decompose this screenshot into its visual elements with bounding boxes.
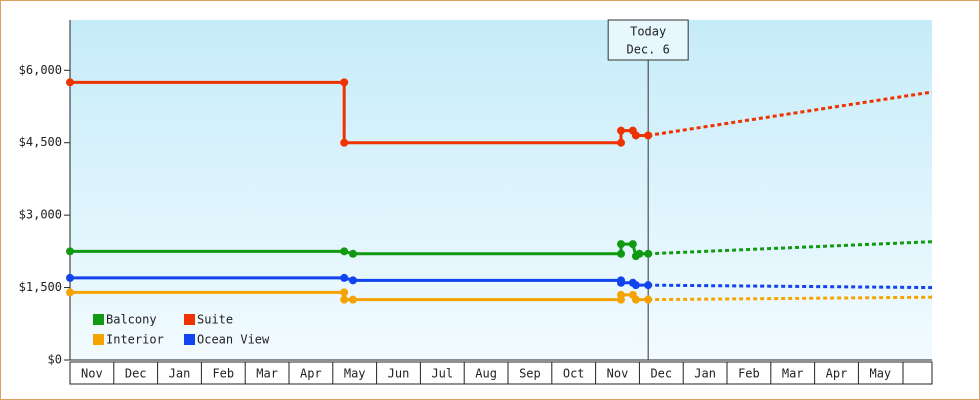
legend-swatch	[184, 314, 195, 325]
legend-label: Suite	[197, 313, 233, 327]
x-tick-label: Nov	[81, 367, 103, 381]
y-tick-label: $6,000	[19, 63, 62, 77]
forecast-line	[648, 283, 933, 290]
point	[66, 273, 74, 282]
forecast-line	[647, 90, 933, 137]
x-tick-label: Dec	[650, 367, 672, 381]
point	[348, 295, 357, 304]
forecast-line	[648, 295, 933, 302]
x-tick-label: Aug	[475, 367, 497, 381]
point	[66, 288, 74, 297]
x-tick-label: Oct	[563, 367, 585, 381]
point	[340, 247, 349, 256]
point	[644, 295, 653, 304]
legend-label: Balcony	[106, 313, 157, 327]
point	[340, 295, 349, 304]
point	[617, 138, 626, 147]
x-tick-label: May	[344, 367, 366, 381]
point	[348, 249, 357, 258]
point	[628, 240, 637, 249]
point	[340, 273, 349, 282]
x-tick-label: Jan	[694, 367, 716, 381]
y-tick-label: $4,500	[19, 135, 62, 149]
point	[66, 78, 74, 87]
point	[617, 249, 626, 258]
y-tick-label: $1,500	[19, 280, 62, 294]
x-tick-label: Apr	[300, 367, 322, 381]
point	[631, 131, 640, 140]
x-tick-label: Nov	[607, 367, 629, 381]
annotation-text: Today	[630, 25, 666, 39]
x-tick-label: Sep	[519, 367, 541, 381]
y-tick-label: $3,000	[19, 208, 62, 222]
x-tick-label: Jan	[169, 367, 191, 381]
x-tick-label: Jul	[431, 367, 453, 381]
point	[348, 276, 357, 285]
x-tick-label: Apr	[826, 367, 848, 381]
x-tick-label: Feb	[212, 367, 234, 381]
point	[617, 290, 626, 299]
point	[66, 247, 74, 256]
point	[635, 249, 644, 258]
legend-swatch	[93, 314, 104, 325]
today-box	[607, 19, 689, 61]
x-tick-label: Jun	[388, 367, 410, 381]
point	[340, 78, 349, 87]
annotation-text: Dec. 6	[626, 43, 669, 57]
plot-area	[70, 20, 932, 360]
x-tick-label: Feb	[738, 367, 760, 381]
legend-swatch	[184, 334, 195, 345]
point	[631, 281, 640, 290]
point	[617, 278, 626, 287]
point	[644, 281, 653, 290]
point	[617, 126, 626, 135]
legend-label: Ocean View	[197, 333, 270, 347]
y-tick-label: $0	[48, 353, 62, 367]
point	[644, 249, 653, 258]
point	[340, 138, 349, 147]
point	[644, 131, 653, 140]
x-tick-label: Dec	[125, 367, 147, 381]
legend-label: Interior	[106, 333, 164, 347]
legend-swatch	[93, 334, 104, 345]
point	[340, 288, 349, 297]
x-tick-label: May	[869, 367, 891, 381]
x-tick-label: Mar	[782, 367, 804, 381]
forecast-line	[648, 240, 933, 256]
point	[631, 295, 640, 304]
point	[617, 240, 626, 249]
x-tick-label: Mar	[256, 367, 278, 381]
